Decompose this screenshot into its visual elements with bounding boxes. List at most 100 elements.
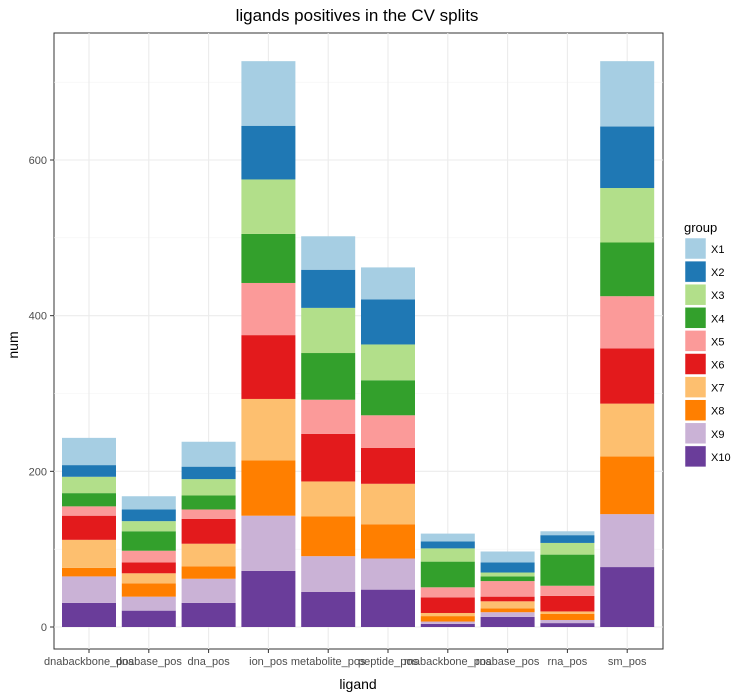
x-tick-label: peptide_pos — [358, 656, 418, 668]
legend-label-X5: X5 — [711, 336, 724, 348]
bar-segment-rna_pos-X9 — [540, 619, 595, 624]
bar-segment-rnabase_pos-X10 — [480, 616, 535, 627]
legend-label-X2: X2 — [711, 267, 724, 279]
bar-segment-rna_pos-X4 — [540, 554, 595, 586]
bar-segment-sm_pos-X2 — [600, 126, 655, 189]
bar-segment-peptide_pos-X2 — [361, 299, 415, 345]
bar-segment-rnabase_pos-X2 — [480, 562, 535, 573]
bar-segment-sm_pos-X4 — [600, 242, 655, 297]
legend-key-X9 — [684, 422, 707, 445]
legend-label-X8: X8 — [711, 406, 724, 418]
chart-title: ligands positives in the CV splits — [236, 6, 479, 25]
bar-segment-rnabackbone_pos-X6 — [420, 597, 475, 613]
bar-segment-dnabase_pos-X8 — [121, 583, 176, 597]
bars — [62, 61, 655, 627]
legend: group X1 X2 X3 X4 X5 X6 X7 X8 X9 X10 — [684, 220, 731, 468]
bar-segment-sm_pos-X1 — [600, 61, 655, 127]
bar-segment-rnabackbone_pos-X10 — [420, 623, 475, 627]
bar-segment-sm_pos-X7 — [600, 403, 655, 457]
legend-label-X3: X3 — [711, 290, 724, 302]
legend-key-X10 — [684, 445, 707, 468]
bar-segment-dna_pos-X4 — [181, 495, 236, 510]
y-axis-title: num — [5, 331, 21, 358]
bar-segment-rnabase_pos-X9 — [480, 612, 535, 617]
bar-segment-rnabackbone_pos-X3 — [420, 548, 475, 562]
bar-segment-rna_pos-X6 — [540, 595, 595, 612]
bar-segment-metabolite_pos-X10 — [301, 591, 356, 627]
bar-segment-ion_pos-X8 — [241, 460, 296, 516]
bar-segment-dnabase_pos-X5 — [121, 550, 176, 563]
bar-segment-peptide_pos-X3 — [361, 344, 415, 381]
y-tick-label: 0 — [41, 622, 47, 634]
bar-segment-dnabackbone_pos-X8 — [62, 567, 116, 577]
x-tick-label: rnabase_pos — [476, 656, 540, 668]
bar-segment-dnabase_pos-X2 — [121, 509, 176, 522]
bar-segment-rnabase_pos-X7 — [480, 601, 535, 609]
bar-segment-rna_pos-X7 — [540, 611, 595, 614]
bar-segment-peptide_pos-X10 — [361, 589, 415, 627]
bar-segment-ion_pos-X4 — [241, 233, 296, 283]
legend-label-X1: X1 — [711, 244, 724, 256]
bar-segment-sm_pos-X5 — [600, 296, 655, 349]
bar-segment-peptide_pos-X9 — [361, 558, 415, 590]
bar-segment-dnabackbone_pos-X10 — [62, 602, 116, 627]
x-tick-label: rnabackbone_pos — [404, 656, 492, 668]
bar-segment-ion_pos-X10 — [241, 570, 296, 627]
legend-key-X2 — [684, 260, 707, 283]
bar-segment-rnabackbone_pos-X5 — [420, 587, 475, 598]
legend-key-X1 — [684, 237, 707, 260]
bar-segment-ion_pos-X5 — [241, 282, 296, 336]
bar-segment-dnabase_pos-X9 — [121, 596, 176, 611]
bar-segment-ion_pos-X6 — [241, 335, 296, 399]
legend-label-X6: X6 — [711, 360, 724, 372]
bar-segment-rnabase_pos-X3 — [480, 572, 535, 577]
bar-segment-peptide_pos-X8 — [361, 524, 415, 559]
bar-segment-rnabackbone_pos-X8 — [420, 616, 475, 622]
bar-segment-dna_pos-X9 — [181, 578, 236, 603]
bar-segment-ion_pos-X9 — [241, 515, 296, 571]
bar-segment-dna_pos-X1 — [181, 441, 236, 467]
bar-segment-sm_pos-X6 — [600, 348, 655, 404]
x-tick-label: dnabackbone_pos — [44, 656, 134, 668]
legend-key-X6 — [684, 353, 707, 375]
bar-segment-rnabackbone_pos-X7 — [420, 612, 475, 617]
legend-key-X5 — [684, 330, 707, 352]
bar-segment-peptide_pos-X4 — [361, 380, 415, 416]
bar-segment-rnabase_pos-X5 — [480, 581, 535, 597]
bar-segment-sm_pos-X10 — [600, 567, 655, 627]
bar-segment-rna_pos-X1 — [540, 531, 595, 536]
legend-label-X4: X4 — [711, 313, 724, 325]
bar-segment-ion_pos-X2 — [241, 125, 296, 180]
bar-segment-dnabackbone_pos-X9 — [62, 576, 116, 603]
x-tick-label: rna_pos — [548, 656, 588, 668]
bar-segment-dnabackbone_pos-X2 — [62, 465, 116, 477]
legend-label-X10: X10 — [711, 452, 731, 464]
y-axis: 0 200 400 600 — [29, 155, 54, 634]
bar-segment-dnabase_pos-X3 — [121, 521, 176, 532]
bar-segment-dna_pos-X8 — [181, 566, 236, 579]
bar-segment-ion_pos-X7 — [241, 398, 296, 461]
bar-segment-dna_pos-X5 — [181, 509, 236, 519]
bar-segment-dnabase_pos-X7 — [121, 573, 176, 584]
bar-segment-dna_pos-X10 — [181, 602, 236, 627]
bar-segment-metabolite_pos-X8 — [301, 516, 356, 557]
bar-segment-dnabase_pos-X6 — [121, 562, 176, 574]
legend-label-X7: X7 — [711, 383, 724, 395]
bar-segment-peptide_pos-X5 — [361, 415, 415, 448]
legend-key-X7 — [684, 376, 707, 398]
bar-segment-dnabackbone_pos-X1 — [62, 437, 116, 466]
bar-segment-dna_pos-X6 — [181, 518, 236, 544]
bar-segment-dnabackbone_pos-X7 — [62, 539, 116, 568]
bar-segment-rnabase_pos-X4 — [480, 576, 535, 582]
bar-segment-metabolite_pos-X5 — [301, 399, 356, 434]
bar-segment-peptide_pos-X7 — [361, 483, 415, 525]
bar-segment-metabolite_pos-X1 — [301, 236, 356, 270]
bar-segment-rnabase_pos-X6 — [480, 596, 535, 602]
y-tick-label: 400 — [29, 311, 47, 323]
x-tick-label: dna_pos — [187, 656, 230, 668]
bar-segment-sm_pos-X9 — [600, 514, 655, 568]
x-tick-label: dnabase_pos — [116, 656, 183, 668]
bar-segment-dnabackbone_pos-X3 — [62, 476, 116, 494]
